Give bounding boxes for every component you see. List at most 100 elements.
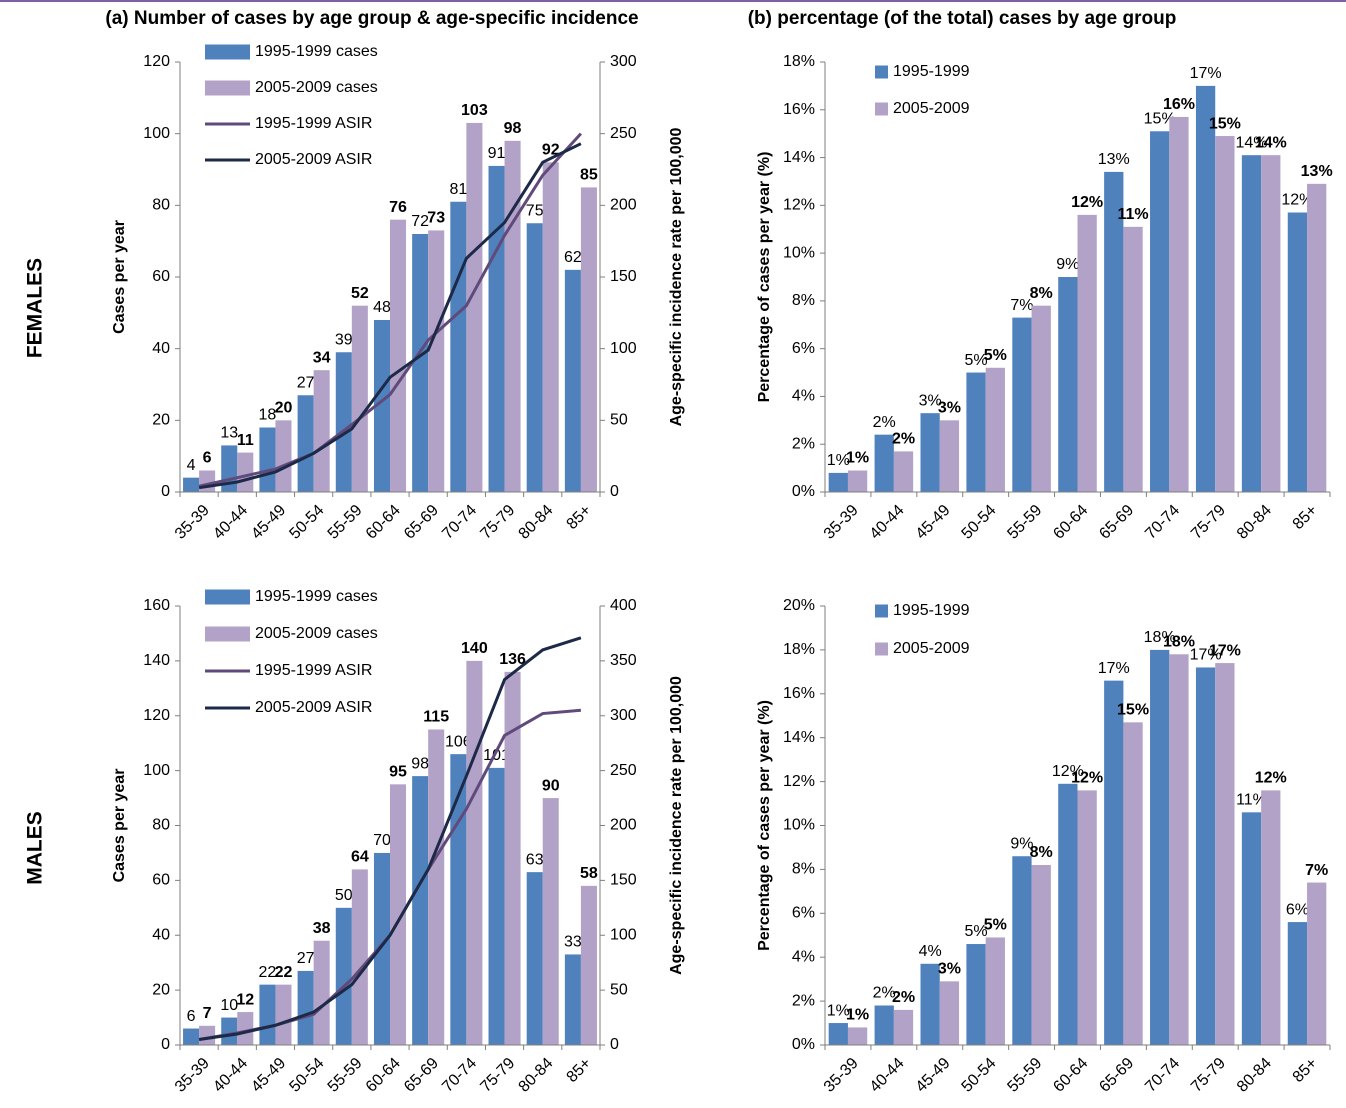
data-label: 5% [964, 923, 987, 940]
bar [1123, 226, 1143, 493]
bar [237, 452, 254, 492]
bar [939, 981, 960, 1045]
data-label: 76 [389, 199, 407, 216]
x-tick-label: 85+ [564, 1055, 595, 1086]
x-tick-label: 75-79 [477, 1055, 518, 1096]
data-label: 3% [938, 961, 961, 978]
data-label: 22 [259, 964, 277, 981]
data-label: 140 [461, 640, 488, 657]
y-axis-label: Percentage of cases per year (%) [756, 152, 773, 403]
bar [1077, 790, 1097, 1045]
x-tick-label: 45-49 [248, 1055, 289, 1096]
data-label: 14% [1235, 134, 1267, 151]
data-label: 11 [237, 432, 254, 449]
data-label: 15% [1144, 110, 1176, 127]
y-tick-label: 80 [152, 817, 170, 834]
y-tick-label: 80 [152, 197, 170, 214]
data-label: 1% [827, 1002, 850, 1019]
x-tick-label: 80-84 [516, 1055, 557, 1096]
data-label: 10 [220, 997, 238, 1014]
y-tick-label: 40 [152, 926, 170, 943]
bar [488, 767, 505, 1045]
bar [390, 219, 407, 492]
bar [1215, 663, 1235, 1045]
line [198, 142, 582, 490]
x-tick-label: 75-79 [477, 502, 518, 543]
bar [564, 269, 581, 492]
bar [1031, 305, 1051, 492]
x-tick-label: 70-74 [439, 1055, 480, 1096]
bar [351, 305, 368, 492]
bar [1307, 882, 1327, 1045]
x-tick-label: 70-74 [439, 502, 480, 543]
bar [1241, 812, 1262, 1045]
data-label: 12% [1071, 194, 1103, 211]
x-tick-label: 80-84 [516, 502, 557, 543]
x-tick-label: 75-79 [1188, 1055, 1229, 1096]
bar [1195, 667, 1216, 1045]
data-label: 52 [351, 285, 369, 302]
bar [1261, 790, 1281, 1045]
row-label: MALES [24, 811, 47, 885]
legend-label: 2005-2009 cases [255, 625, 378, 642]
data-label: 70 [373, 832, 391, 849]
bar [580, 885, 597, 1045]
bar [373, 320, 390, 492]
y-tick-label: 14% [783, 729, 815, 746]
bar [390, 784, 407, 1045]
legend-swatch [875, 604, 888, 618]
data-label: 17% [1190, 647, 1222, 664]
legend-swatch [875, 642, 888, 656]
data-label: 14% [1255, 134, 1287, 151]
bar [1261, 155, 1281, 492]
bar [1077, 214, 1097, 492]
data-label: 98 [411, 755, 429, 772]
bar [504, 140, 521, 493]
bar [526, 872, 543, 1045]
x-tick-label: 45-49 [913, 1055, 954, 1096]
legend-label: 1995-1999 [893, 602, 970, 619]
data-label: 7% [1305, 862, 1328, 879]
bar [1031, 865, 1051, 1045]
legend-label: 2005-2009 [893, 640, 970, 657]
bar [1215, 136, 1235, 493]
data-label: 12 [236, 991, 254, 1008]
legend-label: 1995-1999 [893, 63, 970, 80]
y2-tick-label: 300 [610, 53, 637, 70]
x-tick-label: 50-54 [286, 502, 327, 543]
bar [428, 230, 445, 492]
x-tick-label: 55-59 [1004, 1055, 1045, 1096]
bar [920, 413, 940, 492]
x-tick-label: 75-79 [1188, 502, 1229, 543]
data-label: 64 [351, 849, 369, 866]
x-tick-label: 50-54 [959, 502, 1000, 543]
bar [1058, 277, 1078, 492]
panel-title: (a) Number of cases by age group & age-s… [105, 8, 638, 29]
data-label: 95 [389, 764, 407, 781]
y2-tick-label: 200 [610, 197, 637, 214]
y2-tick-label: 150 [610, 268, 637, 285]
data-label: 4% [919, 943, 942, 960]
data-label: 2% [892, 431, 915, 448]
bar [542, 798, 559, 1045]
data-label: 3% [938, 400, 961, 417]
panel-title: (b) percentage (of the total) cases by a… [748, 8, 1177, 29]
data-label: 6 [203, 450, 212, 467]
data-label: 8% [1030, 285, 1053, 302]
y-tick-label: 6% [792, 905, 815, 922]
y-tick-label: 18% [783, 641, 815, 658]
data-label: 3% [919, 392, 942, 409]
x-tick-label: 35-39 [172, 502, 213, 543]
data-label: 8% [1030, 844, 1053, 861]
bar [828, 1023, 848, 1045]
y-axis-label: Cases per year [111, 220, 128, 334]
bar [351, 869, 368, 1045]
x-tick-label: 85+ [1290, 1055, 1321, 1086]
y-tick-label: 4% [792, 388, 815, 405]
data-label: 106 [445, 733, 472, 750]
data-label: 13% [1098, 151, 1130, 168]
y-tick-label: 0 [161, 1036, 170, 1053]
y-tick-label: 16% [783, 685, 815, 702]
top-rule [0, 0, 1346, 2]
